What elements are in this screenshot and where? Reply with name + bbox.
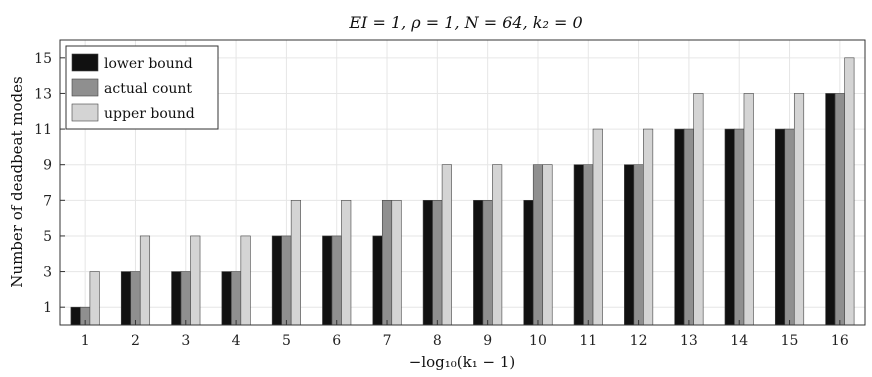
bar-lower-bound-10 <box>523 200 534 326</box>
bar-lower-bound-7 <box>372 235 383 326</box>
x-axis: 1 2 3 4 5 6 7 8 9 10 11 12 13 14 15 16 <box>81 320 849 349</box>
bar-upper-bound-14 <box>743 93 754 326</box>
legend-swatch <box>71 78 99 97</box>
bar-lower-bound-11 <box>573 164 584 326</box>
bar-actual-count-5 <box>281 235 292 326</box>
y-tick-label: 9 <box>43 158 52 174</box>
legend-swatch <box>71 103 99 122</box>
bar-actual-count-11 <box>583 164 594 326</box>
bar-upper-bound-2 <box>139 235 151 326</box>
bar-lower-bound-8 <box>422 200 433 326</box>
x-axis-label: −log₁₀(k₁ − 1) <box>409 353 515 371</box>
x-tick-label: 11 <box>579 333 597 349</box>
x-tick-label: 5 <box>282 333 291 349</box>
x-tick-label: 13 <box>680 333 698 349</box>
x-tick-label: 4 <box>232 333 241 349</box>
x-tick-label: 8 <box>433 333 442 349</box>
bar-upper-bound-9 <box>492 164 503 326</box>
bar-actual-count-14 <box>734 128 745 326</box>
bar-upper-bound-10 <box>542 164 553 326</box>
legend-swatch <box>71 53 99 72</box>
y-tick-label: 13 <box>34 86 52 102</box>
bar-upper-bound-13 <box>693 93 704 326</box>
legend-label: lower bound <box>104 56 193 72</box>
x-tick-label: 1 <box>81 333 90 349</box>
bar-actual-count-13 <box>683 128 694 326</box>
bar-lower-bound-6 <box>322 235 333 326</box>
bar-lower-bound-4 <box>221 271 232 326</box>
bar-actual-count-2 <box>130 271 141 326</box>
bar-upper-bound-11 <box>592 128 603 326</box>
bar-actual-count-9 <box>482 200 493 326</box>
bar-upper-bound-7 <box>391 200 402 326</box>
x-tick-label: 9 <box>483 333 492 349</box>
x-tick-label: 14 <box>730 333 748 349</box>
bar-upper-bound-16 <box>844 57 855 326</box>
x-tick-label: 15 <box>781 333 799 349</box>
chart-title: EI = 1, ρ = 1, N = 64, k₂ = 0 <box>348 13 582 32</box>
bar-upper-bound-8 <box>441 164 452 326</box>
y-tick-label: 3 <box>43 265 52 281</box>
bar-lower-bound-2 <box>120 271 132 326</box>
legend-label: upper bound <box>104 106 195 122</box>
y-tick-label: 7 <box>43 193 52 209</box>
bar-actual-count-10 <box>532 164 544 326</box>
bar-lower-bound-12 <box>624 164 635 326</box>
plot-frame <box>59 39 866 326</box>
bar-actual-count-8 <box>432 200 443 326</box>
y-tick-label: 1 <box>43 300 52 316</box>
x-tick-label: 7 <box>383 333 392 349</box>
legend-label: actual count <box>104 81 192 97</box>
bar-lower-bound-13 <box>674 128 685 326</box>
bar-actual-count-15 <box>784 128 795 326</box>
bar-actual-count-7 <box>381 200 393 326</box>
x-tick-label: 16 <box>831 333 849 349</box>
bar-lower-bound-14 <box>724 128 735 326</box>
bar-lower-bound-9 <box>473 200 484 326</box>
x-tick-label: 3 <box>181 333 190 349</box>
bar-upper-bound-3 <box>190 235 201 326</box>
x-tick-label: 2 <box>131 333 140 349</box>
bar-lower-bound-5 <box>271 235 282 326</box>
bar-upper-bound-6 <box>341 200 352 326</box>
bar-lower-bound-1 <box>70 306 81 326</box>
bar-lower-bound-15 <box>774 128 786 326</box>
bars <box>70 57 855 326</box>
bar-upper-bound-1 <box>89 271 100 326</box>
bar-lower-bound-16 <box>825 93 836 326</box>
bar-upper-bound-5 <box>290 200 301 326</box>
bar-upper-bound-15 <box>793 93 805 326</box>
x-tick-label: 10 <box>529 333 547 349</box>
x-tick-label: 6 <box>332 333 341 349</box>
y-tick-label: 5 <box>43 229 52 245</box>
legend: lower bound actual count upper bound <box>65 45 219 130</box>
x-tick-label: 12 <box>630 333 648 349</box>
y-tick-label: 15 <box>34 51 52 67</box>
bar-actual-count-6 <box>331 235 342 326</box>
y-axis-label: Number of deadbeat modes <box>8 76 26 287</box>
bar-upper-bound-4 <box>240 235 251 326</box>
bar-actual-count-3 <box>180 271 191 326</box>
y-tick-label: 11 <box>34 122 52 138</box>
bar-upper-bound-12 <box>643 128 654 326</box>
bar-lower-bound-3 <box>171 271 182 326</box>
bar-actual-count-16 <box>834 93 845 326</box>
bar-actual-count-12 <box>633 164 644 326</box>
bar-actual-count-4 <box>231 271 242 326</box>
